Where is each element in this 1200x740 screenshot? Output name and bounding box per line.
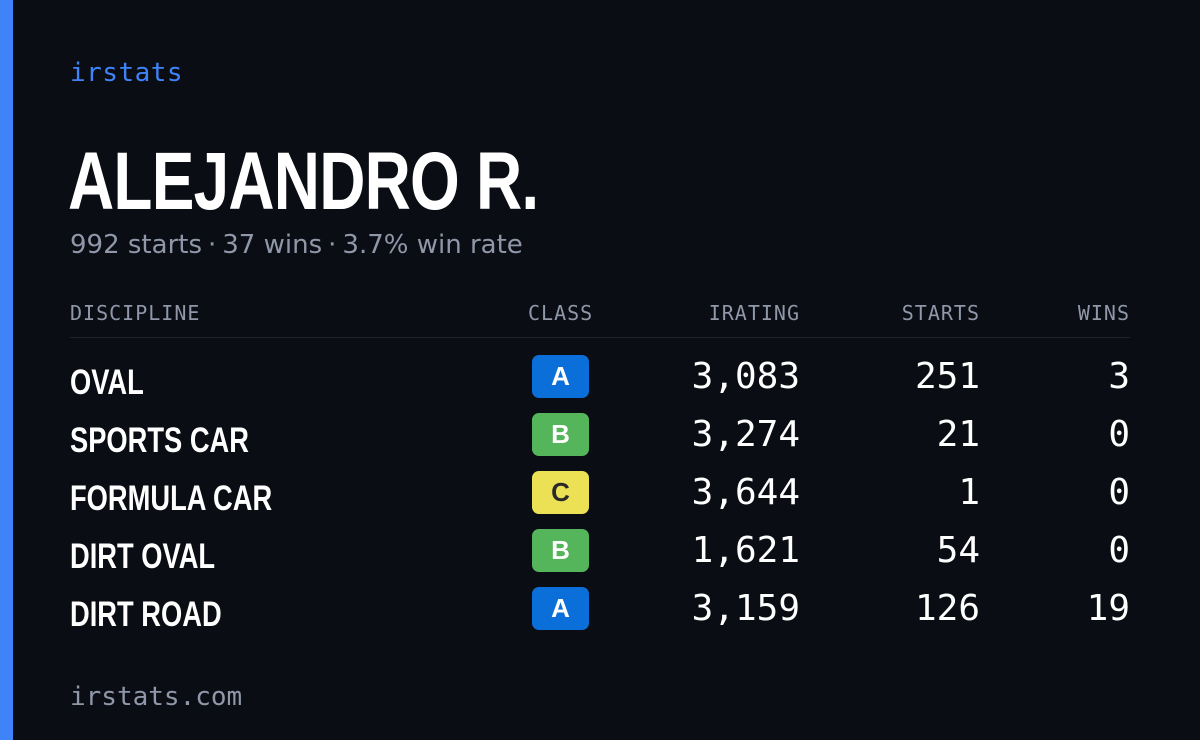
table-row: OVAL A 3,083 251 3 [70, 355, 1130, 413]
brand-logo-text: irstats [70, 58, 184, 88]
wins-value: 19 [1086, 588, 1130, 629]
wins-value: 0 [1108, 414, 1130, 455]
header-wins: WINS [1077, 301, 1130, 325]
wins-value: 0 [1108, 472, 1130, 513]
irating-value: 3,274 [691, 414, 800, 455]
wins-value: 3 [1108, 356, 1130, 397]
irating-value: 3,083 [691, 356, 800, 397]
starts-value: 126 [914, 588, 980, 629]
irating-value: 3,159 [691, 588, 800, 629]
table-row: SPORTS CAR B 3,274 21 0 [70, 413, 1130, 471]
discipline-name: SPORTS CAR [70, 421, 249, 460]
irating-value: 1,621 [691, 530, 800, 571]
discipline-name: FORMULA CAR [70, 479, 273, 518]
starts-value: 21 [936, 414, 980, 455]
win-rate: 3.7% win rate [342, 230, 523, 260]
class-badge: C [532, 471, 589, 514]
class-badge: B [532, 529, 589, 572]
discipline-name: DIRT ROAD [70, 595, 222, 634]
separator-dot: · [328, 230, 337, 260]
starts-value: 251 [914, 356, 980, 397]
header-class: CLASS [528, 301, 594, 325]
starts-value: 1 [958, 472, 980, 513]
header-discipline: DISCIPLINE [70, 301, 201, 325]
accent-bar [0, 0, 13, 740]
irating-value: 3,644 [691, 472, 800, 513]
stats-table-header: DISCIPLINE CLASS IRATING STARTS WINS [70, 299, 1130, 338]
wins-count: 37 wins [222, 230, 323, 260]
starts-value: 54 [936, 530, 980, 571]
table-row: DIRT ROAD A 3,159 126 19 [70, 587, 1130, 645]
class-badge: A [532, 587, 589, 630]
header-starts: STARTS [901, 301, 980, 325]
wins-value: 0 [1108, 530, 1130, 571]
separator-dot: · [208, 230, 217, 260]
player-name: ALEJANDRO R. [68, 136, 539, 227]
footer-url: irstats.com [70, 682, 243, 712]
class-badge: B [532, 413, 589, 456]
starts-count: 992 starts [70, 230, 202, 260]
discipline-name: DIRT OVAL [70, 537, 216, 576]
header-irating: IRATING [708, 301, 800, 325]
class-badge: A [532, 355, 589, 398]
discipline-name: OVAL [70, 363, 144, 402]
table-row: DIRT OVAL B 1,621 54 0 [70, 529, 1130, 587]
table-row: FORMULA CAR C 3,644 1 0 [70, 471, 1130, 529]
player-summary: 992 starts · 37 wins · 3.7% win rate [70, 228, 523, 262]
